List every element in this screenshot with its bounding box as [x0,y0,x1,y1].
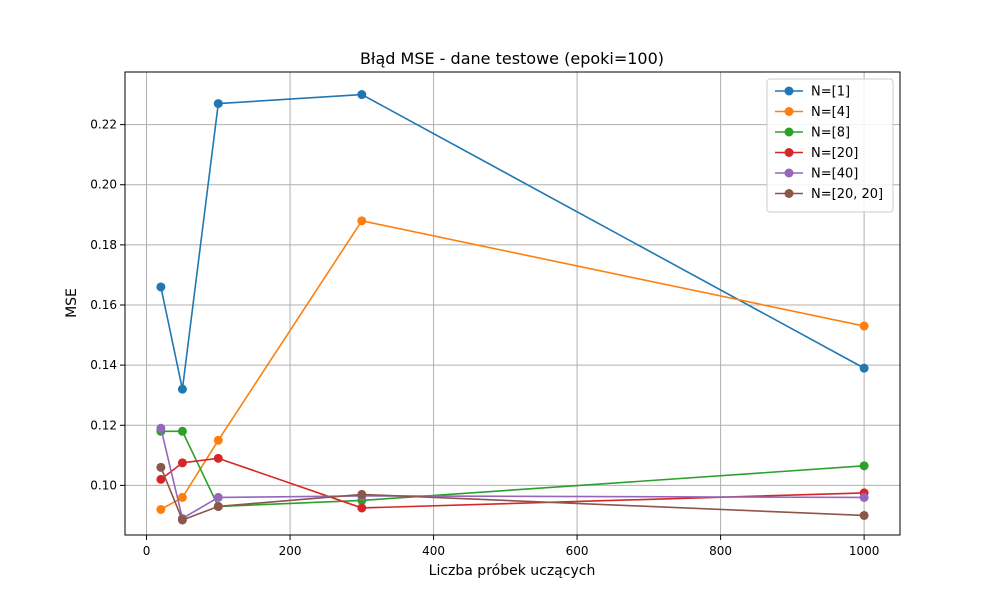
data-point [213,435,223,445]
data-point [177,492,187,502]
data-point [357,489,367,499]
y-axis-label: MSE [64,288,80,318]
data-point [177,458,187,468]
y-tick-label: 0.18 [90,238,117,252]
data-point [859,363,869,373]
y-tick-label: 0.20 [90,178,117,192]
legend-marker [784,86,794,96]
y-tick-label: 0.16 [90,298,117,312]
data-point [213,492,223,502]
legend-label: N=[1] [811,85,850,100]
data-point [156,504,166,514]
data-point [177,515,187,525]
data-point [859,510,869,520]
grid [125,72,900,535]
legend-label: N=[8] [811,126,850,141]
legend-label: N=[20, 20] [811,187,883,202]
plot-frame [124,71,901,536]
series-6 [156,462,869,525]
legend-marker [784,148,794,157]
x-axis-label: Liczba próbek uczących [429,563,596,579]
data-point [156,462,166,472]
data-point [357,90,367,100]
legend-marker [784,107,794,116]
legend-marker [784,127,794,137]
legend-label: N=[20] [811,146,858,161]
x-tick-label: 400 [422,544,445,558]
legend-label: N=[40] [811,167,858,182]
data-point [859,461,869,471]
x-tick-label: 1000 [849,544,880,558]
legend-item: N=[4] [775,105,850,120]
data-point [213,501,223,511]
data-point [357,216,367,226]
data-point [156,282,166,292]
x-tick-label: 800 [709,544,732,558]
legend-label: N=[4] [811,105,850,120]
x-tick-label: 0 [143,544,151,558]
legend-item: N=[1] [775,85,850,100]
y-tick-label: 0.14 [90,358,117,372]
legend: N=[1] N=[4] N=[8] N=[20] N=[40] N=[20, 20] [766,78,894,213]
x-axis: 0 200 400 600 800 1000 [143,535,880,558]
data-point [156,474,166,484]
data-point [177,384,187,394]
y-axis: 0.10 0.12 0.14 0.16 0.18 0.20 0.22 [90,118,125,492]
data-point [177,426,187,436]
series-layer [156,90,869,525]
data-point [213,99,223,109]
series-1 [156,90,869,394]
x-tick-label: 600 [566,544,589,558]
data-point [156,423,166,433]
legend-marker [784,168,794,178]
y-tick-label: 0.10 [90,478,117,492]
y-tick-label: 0.22 [90,118,117,132]
legend-item: N=[20] [775,146,858,161]
legend-item: N=[8] [775,126,850,141]
legend-item: N=[40] [775,167,858,182]
chart-title: Błąd MSE - dane testowe (epoki=100) [360,49,664,68]
data-point [859,321,869,331]
data-point [859,492,869,502]
legend-item: N=[20, 20] [775,187,883,202]
legend-marker [784,189,794,198]
series-4 [156,453,869,513]
data-point [213,453,223,463]
x-tick-label: 200 [279,544,302,558]
y-tick-label: 0.12 [90,418,117,432]
data-point [357,503,367,513]
